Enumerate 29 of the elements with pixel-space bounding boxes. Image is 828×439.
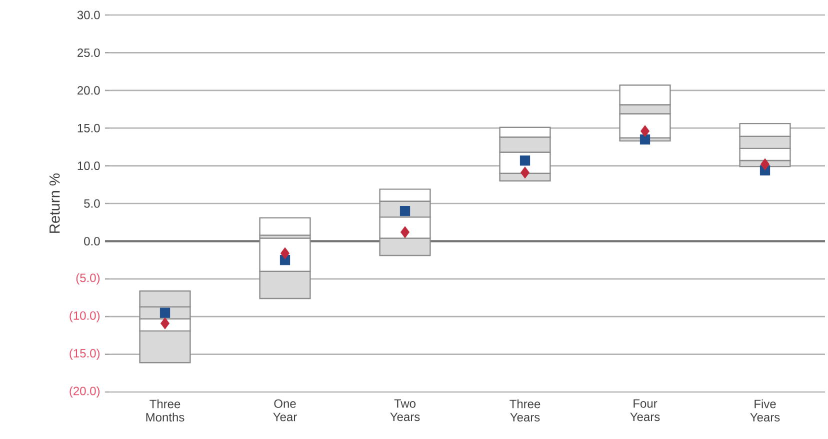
x-tick-label: Four Years — [630, 399, 660, 422]
y-tick-label: 20.0 — [78, 86, 100, 95]
point — [160, 308, 170, 318]
x-tick-label: Two Years — [390, 399, 420, 422]
y-tick-label: (10.0) — [70, 311, 100, 322]
point — [520, 155, 530, 166]
point — [760, 158, 770, 170]
point — [400, 226, 410, 238]
y-axis-title: Return % — [49, 173, 60, 233]
y-tick-label: 5.0 — [84, 199, 100, 208]
y-tick-label: 15.0 — [78, 124, 100, 132]
y-tick-label: 25.0 — [78, 48, 100, 57]
x-tick-label: One Year — [273, 399, 297, 422]
x-tick-label: Three Months — [146, 399, 184, 422]
y-tick-label: 0.0 — [84, 236, 100, 246]
point — [160, 318, 170, 330]
point — [520, 166, 530, 178]
y-tick-label: (20.0) — [70, 386, 100, 398]
point — [280, 247, 290, 260]
point — [400, 206, 410, 216]
y-tick-label: 10.0 — [78, 162, 100, 170]
bar — [259, 217, 311, 236]
point — [640, 125, 650, 137]
y-tick-label: 30.0 — [77, 10, 100, 20]
x-tick-label: Three Years — [510, 399, 540, 422]
point — [640, 134, 650, 144]
y-tick-label: (15.0) — [70, 348, 100, 360]
x-tick-label: Five Years — [750, 399, 780, 422]
y-tick-label: (5.0) — [76, 273, 100, 284]
